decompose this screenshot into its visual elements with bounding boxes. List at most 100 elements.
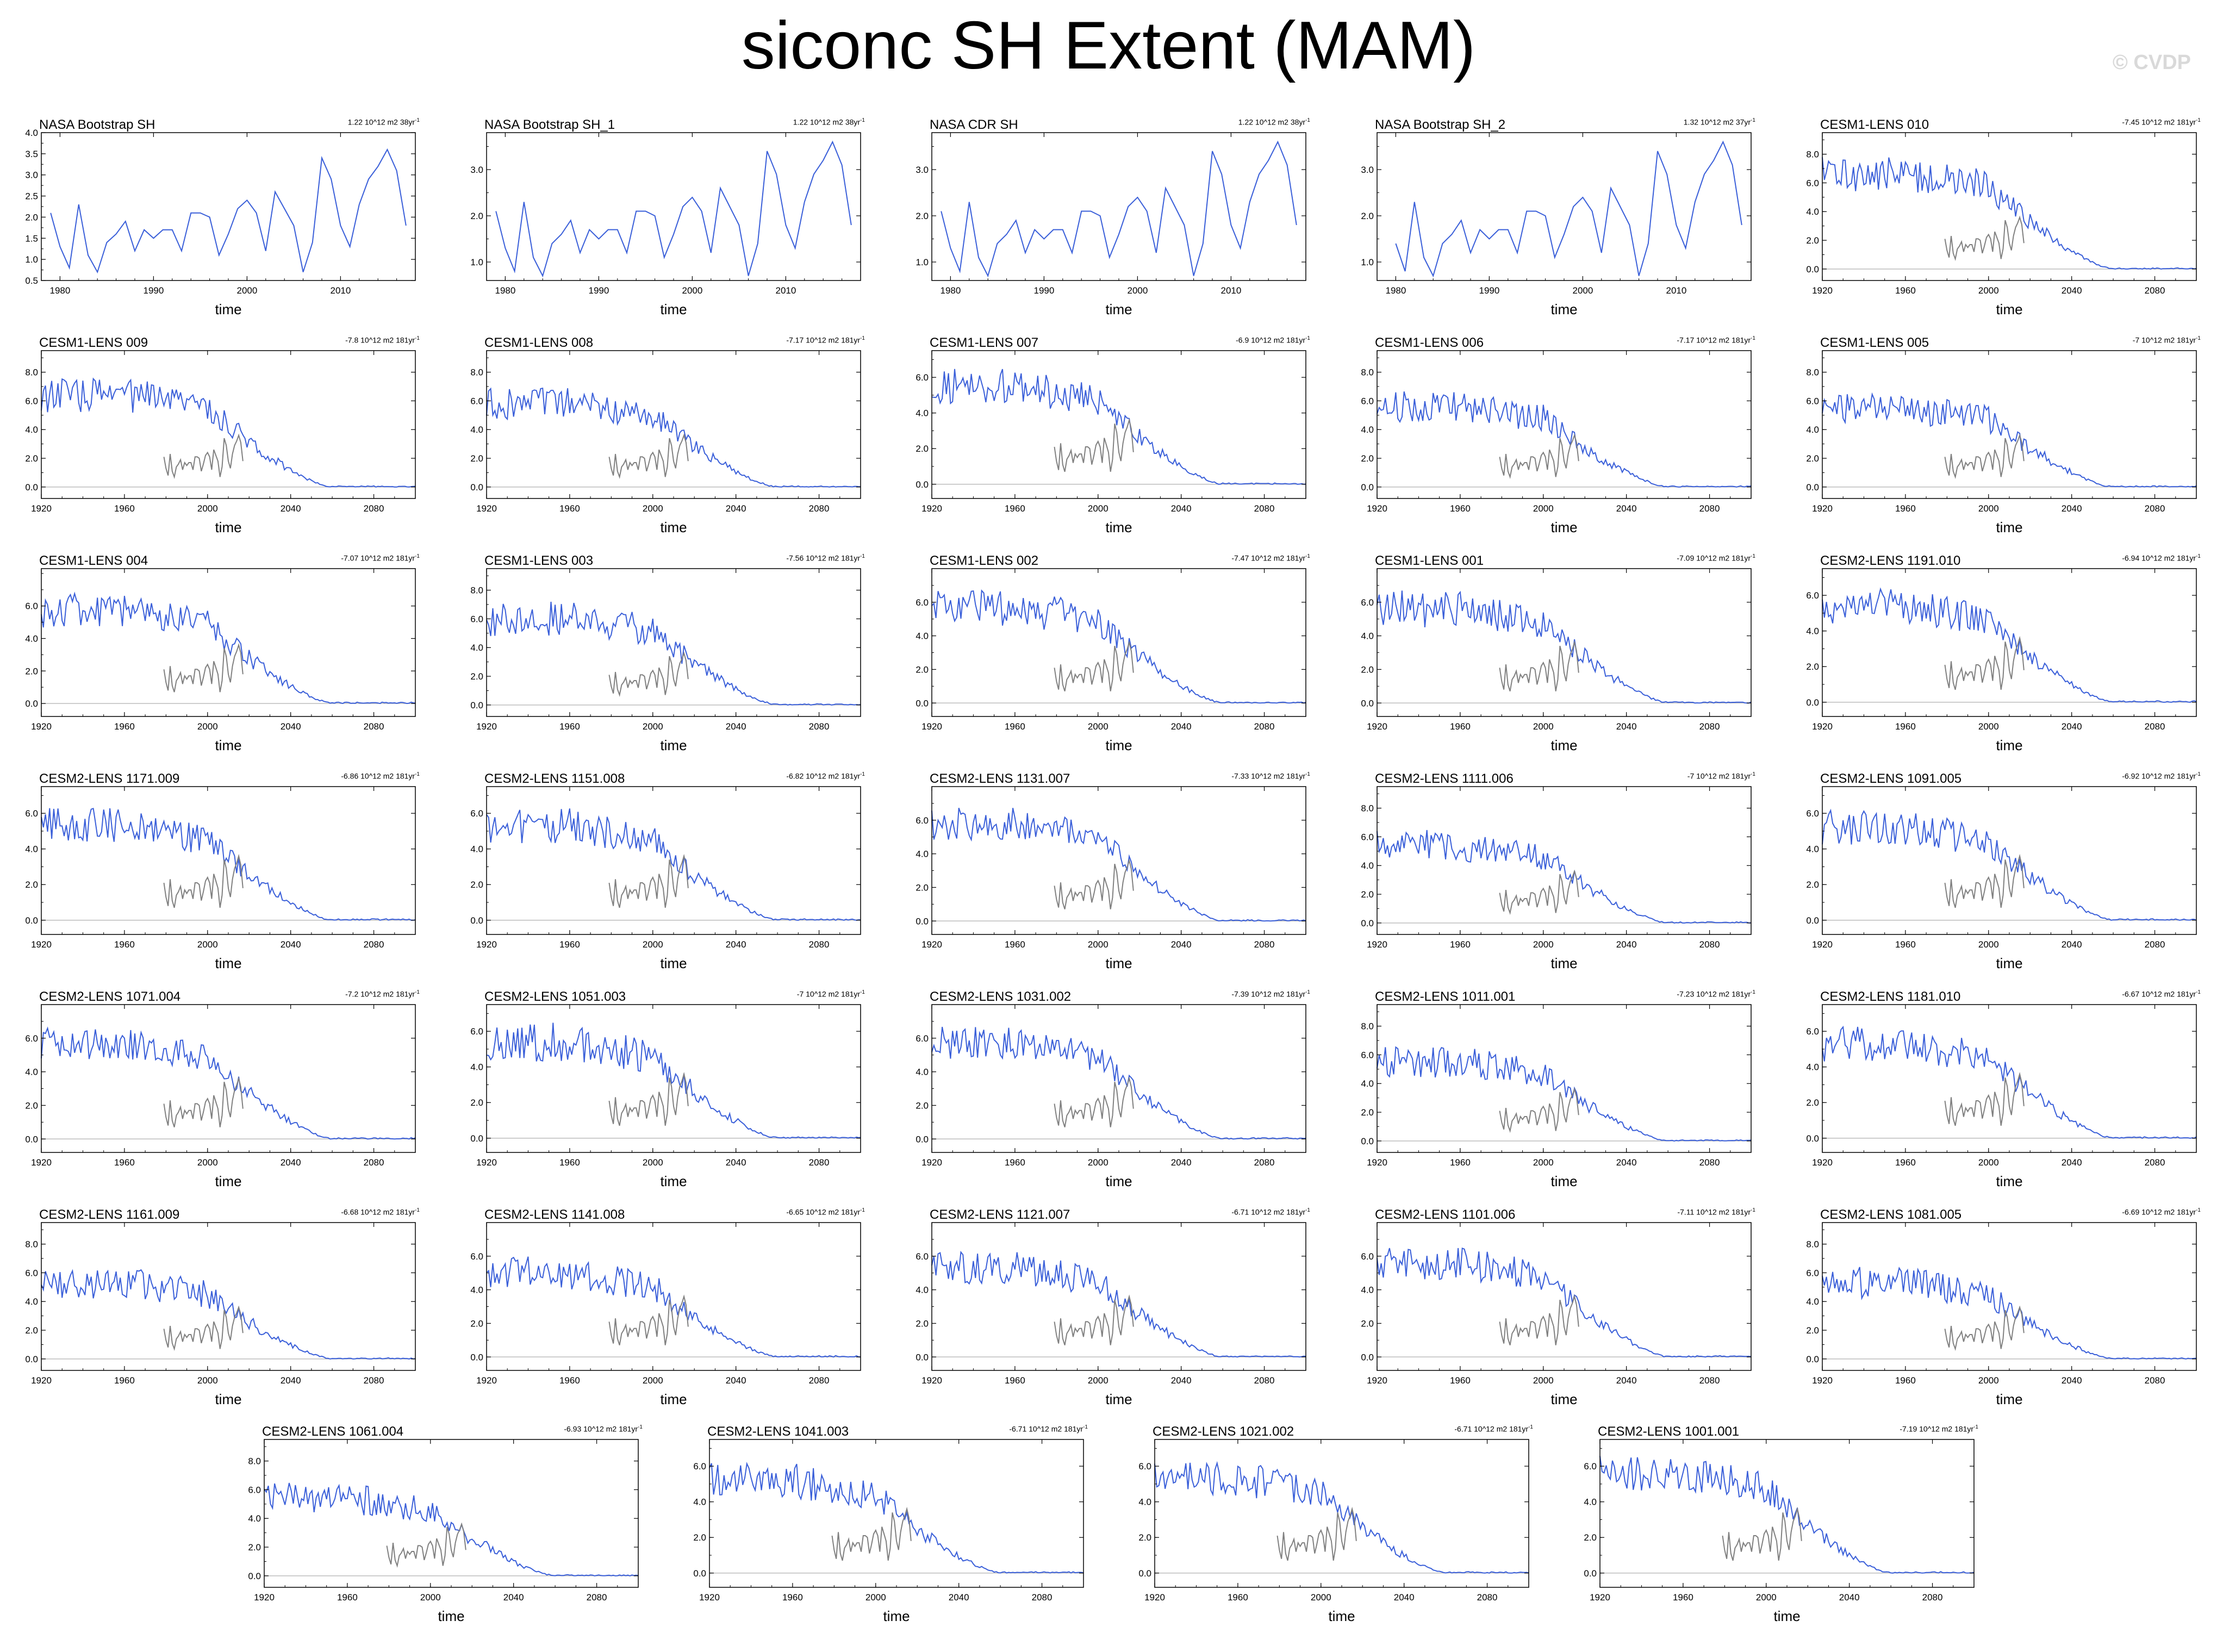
x-tick-label: 2000: [643, 1375, 663, 1386]
chart-panel: CESM2-LENS 1001.001 -7.19 10^12 m2 181yr-…: [1576, 1423, 1978, 1635]
trend-value: -6.67 10^12 m2 181yr: [2122, 989, 2196, 999]
y-tick-label: 8.0: [470, 585, 483, 596]
obs-overlay-line: [163, 1305, 244, 1351]
plot-frame: [931, 1222, 1306, 1371]
x-tick-label: 1960: [1450, 721, 1471, 732]
y-tick-label: 6.0: [916, 372, 929, 383]
trend-superscript: -1: [415, 1207, 420, 1213]
y-tick-label: 6.0: [1806, 396, 1819, 406]
y-tick-label: 8.0: [1361, 803, 1374, 814]
x-tick-label: 1980: [495, 285, 515, 296]
x-tick-label: 2040: [1394, 1592, 1415, 1603]
series-line: [41, 377, 416, 488]
x-tick-label: 1990: [1033, 285, 1054, 296]
y-tick-label: 6.0: [1361, 832, 1374, 842]
x-tick-label: 1990: [1479, 285, 1499, 296]
x-tick-label: 2000: [1978, 721, 1999, 732]
trend-value: -7.39 10^12 m2 181yr: [1231, 989, 1306, 999]
panel-trend: -6.93 10^12 m2 181yr-1: [564, 1424, 643, 1433]
y-tick-label: 2.0: [470, 211, 483, 221]
plot-frame: [1377, 350, 1752, 499]
x-tick-label: 2080: [1254, 503, 1275, 514]
panel-title: CESM1-LENS 004: [39, 553, 148, 568]
panel-title: NASA Bootstrap SH: [39, 117, 155, 132]
series-line: [41, 591, 416, 705]
y-tick-label: 0.0: [1361, 1136, 1374, 1146]
panel-plot: 0.0 2.0 4.0 6.0 8.0 1920 1960 2000 2040 2080 time: [248, 1439, 639, 1624]
panel-title: CESM2-LENS 1051.003: [484, 989, 626, 1004]
y-tick-label: 2.0: [1806, 662, 1819, 672]
chart-panel: CESM2-LENS 1161.009 -6.68 10^12 m2 181yr-…: [17, 1206, 420, 1418]
y-tick-label: 2.0: [1361, 889, 1374, 900]
panel-title: CESM1-LENS 005: [1820, 335, 1929, 350]
x-axis-label: time: [1996, 737, 2022, 753]
y-tick-label: 2.0: [916, 882, 929, 893]
panel-title: CESM2-LENS 1131.007: [930, 771, 1070, 786]
x-tick-label: 1920: [476, 939, 497, 950]
y-tick-label: 2.0: [916, 1318, 929, 1329]
x-tick-label: 2040: [1616, 939, 1637, 950]
panel-title: NASA Bootstrap SH_2: [1375, 117, 1506, 132]
chart-panel: CESM2-LENS 1171.009 -6.86 10^12 m2 181yr-…: [17, 770, 420, 982]
panel-plot: 0.0 2.0 4.0 6.0 1920 1960 2000 2040 2080 time: [470, 1222, 861, 1407]
x-tick-label: 2040: [1171, 939, 1192, 950]
x-tick-label: 1980: [940, 285, 961, 296]
trend-value: -7.8 10^12 m2 181yr: [345, 335, 415, 345]
panel-title: CESM1-LENS 002: [930, 553, 1039, 568]
panel-plot: 0.0 2.0 4.0 6.0 1920 1960 2000 2040 2080 time: [1584, 1439, 1975, 1624]
x-tick-label: 2000: [643, 721, 663, 732]
x-tick-label: 1920: [1367, 503, 1387, 514]
trend-superscript: -1: [638, 1424, 643, 1430]
chart-panel: CESM2-LENS 1071.004 -7.2 10^12 m2 181yr-1…: [17, 988, 420, 1200]
x-tick-label: 2000: [1088, 1375, 1108, 1386]
panel-plot: 0.0 2.0 4.0 6.0 8.0 1920 1960 2000 2040 2080 time: [1361, 786, 1752, 971]
y-tick-label: 6.0: [25, 396, 38, 406]
x-axis-label: time: [215, 1173, 241, 1189]
x-axis-label: time: [215, 519, 241, 535]
trend-value: -6.71 10^12 m2 181yr: [1009, 1424, 1083, 1433]
chart-panel: NASA Bootstrap SH 1.22 10^12 m2 38yr-1 0.5…: [17, 116, 420, 328]
x-tick-label: 1920: [476, 503, 497, 514]
x-tick-label: 1920: [1812, 503, 1833, 514]
x-axis-label: time: [660, 1391, 687, 1407]
panel-plot: 0.0 2.0 4.0 6.0 1920 1960 2000 2040 2080 time: [1361, 1222, 1752, 1407]
y-tick-label: 2.0: [25, 453, 38, 464]
plot-frame: [1822, 1222, 2197, 1371]
y-tick-label: 2.0: [1361, 211, 1374, 221]
x-tick-label: 1960: [1005, 503, 1025, 514]
x-tick-label: 2080: [1477, 1592, 1498, 1603]
obs-overlay-line: [608, 853, 689, 908]
y-tick-label: 4.0: [25, 634, 38, 644]
trend-superscript: -1: [1973, 1424, 1978, 1430]
y-tick-label: 4.0: [1361, 631, 1374, 641]
series-line: [1822, 1025, 2197, 1139]
chart-panel: NASA CDR SH 1.22 10^12 m2 38yr-1 1.0 2.0 3.0…: [908, 116, 1310, 328]
y-tick-label: 2.0: [1806, 1325, 1819, 1336]
x-tick-label: 2080: [364, 939, 384, 950]
panel-plot: 0.5 1.0 1.5 2.0 2.5 3.0 3.5 4.0 1980 1990 2000 2010…: [25, 128, 416, 317]
y-tick-label: 6.0: [470, 396, 483, 406]
x-tick-label: 2080: [1699, 503, 1720, 514]
y-tick-label: 2.0: [1584, 1532, 1597, 1543]
trend-superscript: -1: [415, 117, 420, 123]
plot-frame: [486, 1222, 861, 1371]
y-tick-label: 6.0: [1806, 178, 1819, 188]
y-tick-label: 4.0: [25, 425, 38, 435]
x-tick-label: 2000: [1978, 285, 1999, 296]
x-tick-label: 1990: [588, 285, 609, 296]
panel-title: CESM2-LENS 1081.005: [1820, 1207, 1962, 1222]
figure-title: siconc SH Extent (MAM): [741, 8, 1476, 83]
x-tick-label: 1960: [114, 721, 135, 732]
chart-panel: CESM2-LENS 1181.010 -6.67 10^12 m2 181yr-…: [1798, 988, 2201, 1200]
plot-frame: [931, 786, 1306, 935]
plot-frame: [486, 786, 861, 935]
y-tick-label: 3.0: [25, 170, 38, 180]
obs-overlay-line: [1944, 853, 2025, 908]
y-tick-label: 2.0: [1138, 1532, 1151, 1543]
panel-title: NASA CDR SH: [930, 117, 1018, 132]
chart-panel: CESM1-LENS 005 -7 10^12 m2 181yr-1 0.0 2.0 4…: [1798, 334, 2201, 546]
chart-panel: CESM1-LENS 010 -7.45 10^12 m2 181yr-1 0.0 2…: [1798, 116, 2201, 328]
x-tick-label: 1960: [114, 939, 135, 950]
y-tick-label: 0.5: [25, 276, 38, 286]
x-tick-label: 2040: [281, 1375, 301, 1386]
